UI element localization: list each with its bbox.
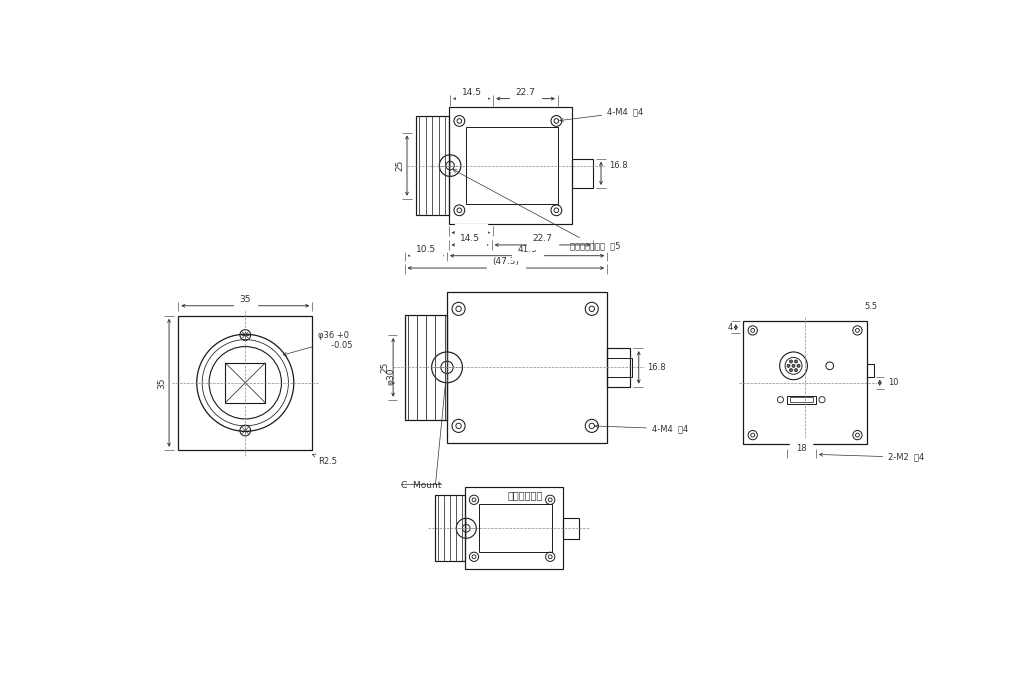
Text: 15.5: 15.5 [460,230,481,239]
Text: 22.7: 22.7 [516,88,536,97]
Text: 25: 25 [394,160,404,172]
Circle shape [792,364,795,368]
Bar [436,495,465,561]
Text: 18: 18 [796,444,806,453]
Text: 4: 4 [727,323,732,332]
Bar [226,363,266,402]
Circle shape [789,369,792,372]
Bar [607,358,631,377]
Bar [447,292,607,443]
Text: 22.7: 22.7 [533,234,552,244]
Text: 対面同一形状: 対面同一形状 [491,254,526,264]
Bar [572,159,593,188]
Bar [790,398,813,402]
Text: 25: 25 [380,362,389,373]
Bar [466,127,558,204]
Text: 2-M2  深4: 2-M2 深4 [820,453,925,462]
Text: 10.5: 10.5 [416,245,436,254]
Bar [866,364,874,377]
Text: C  Mount: C Mount [401,482,441,491]
Bar [607,348,630,386]
Text: 14.5: 14.5 [460,234,480,244]
Circle shape [787,364,790,368]
Text: φ30: φ30 [386,368,396,385]
Bar [448,107,572,224]
Text: 16.8: 16.8 [610,161,628,170]
Text: R2.5: R2.5 [312,454,338,466]
Bar [405,315,447,420]
Circle shape [797,364,800,368]
Text: 16.8: 16.8 [647,363,665,372]
Text: 41.5: 41.5 [517,245,537,254]
Bar [787,396,816,403]
Circle shape [794,369,797,372]
Text: 対面同一形状: 対面同一形状 [508,490,543,500]
Text: 4-M4  深4: 4-M4 深4 [595,424,688,433]
Bar [479,505,552,552]
Bar [416,116,448,215]
Text: (47.3): (47.3) [492,258,519,267]
Text: 5.5: 5.5 [864,302,878,311]
Text: 14.5: 14.5 [461,88,482,97]
Bar [178,316,312,450]
Circle shape [789,360,792,363]
Bar [465,487,562,569]
Text: カメラ三脚ネジ  深5: カメラ三脚ネジ 深5 [453,169,621,251]
Circle shape [794,360,797,363]
Text: 4-M4  深4: 4-M4 深4 [560,108,644,122]
Text: 35: 35 [157,377,166,388]
Text: 35: 35 [240,295,251,304]
Bar [562,517,580,539]
Bar [744,321,866,444]
Text: φ36 +0
     -0.05: φ36 +0 -0.05 [283,330,353,356]
Text: 10: 10 [888,378,899,387]
